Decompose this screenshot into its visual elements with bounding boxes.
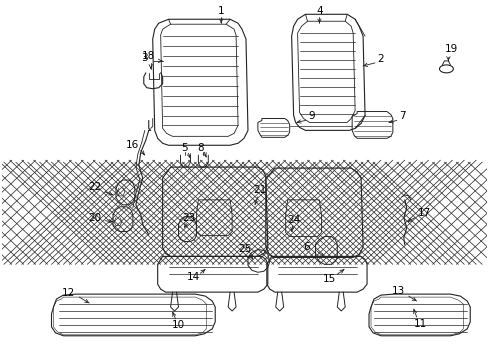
Text: 18: 18 [142,51,155,61]
Text: 15: 15 [322,274,335,284]
Text: 21: 21 [253,185,266,195]
Text: 14: 14 [186,272,200,282]
Text: 2: 2 [377,54,384,64]
Text: 12: 12 [61,288,75,298]
Text: 19: 19 [444,44,457,54]
Text: 8: 8 [197,143,203,153]
Text: 5: 5 [181,143,187,153]
Text: 1: 1 [218,6,224,16]
Text: 25: 25 [238,244,251,255]
Text: 17: 17 [417,208,430,218]
Text: 6: 6 [303,243,309,252]
Text: 10: 10 [172,320,184,330]
Text: 11: 11 [413,319,427,329]
Text: 3: 3 [141,53,148,63]
Text: 20: 20 [88,213,102,223]
Text: 13: 13 [391,286,405,296]
Text: 24: 24 [286,215,300,225]
Text: 9: 9 [307,112,314,121]
Text: 4: 4 [315,6,322,16]
Text: 16: 16 [126,140,139,150]
Text: 23: 23 [182,213,195,223]
Text: 22: 22 [88,182,102,192]
Text: 7: 7 [399,112,405,121]
